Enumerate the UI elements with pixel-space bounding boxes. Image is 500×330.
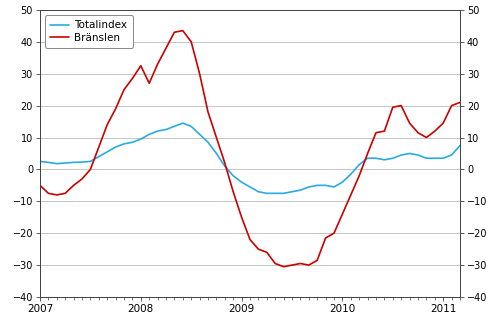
Bränslen <box>130 77 136 81</box>
Bränslen <box>331 231 337 235</box>
Bränslen <box>356 174 362 178</box>
Bränslen <box>448 104 454 108</box>
Totalindex <box>457 144 463 148</box>
Bränslen <box>457 100 463 104</box>
Bränslen <box>280 265 286 269</box>
Bränslen <box>37 183 43 187</box>
Totalindex <box>448 153 454 157</box>
Bränslen <box>163 46 169 50</box>
Totalindex <box>172 124 177 128</box>
Line: Totalindex: Totalindex <box>40 123 460 193</box>
Totalindex <box>356 163 362 167</box>
Totalindex <box>163 128 169 132</box>
Bränslen <box>172 30 177 34</box>
Totalindex <box>264 191 270 195</box>
Legend: Totalindex, Bränslen: Totalindex, Bränslen <box>45 15 132 48</box>
Totalindex <box>130 140 136 144</box>
Totalindex <box>37 159 43 163</box>
Totalindex <box>331 185 337 189</box>
Bränslen <box>180 29 186 33</box>
Totalindex <box>180 121 186 125</box>
Line: Bränslen: Bränslen <box>40 31 460 267</box>
